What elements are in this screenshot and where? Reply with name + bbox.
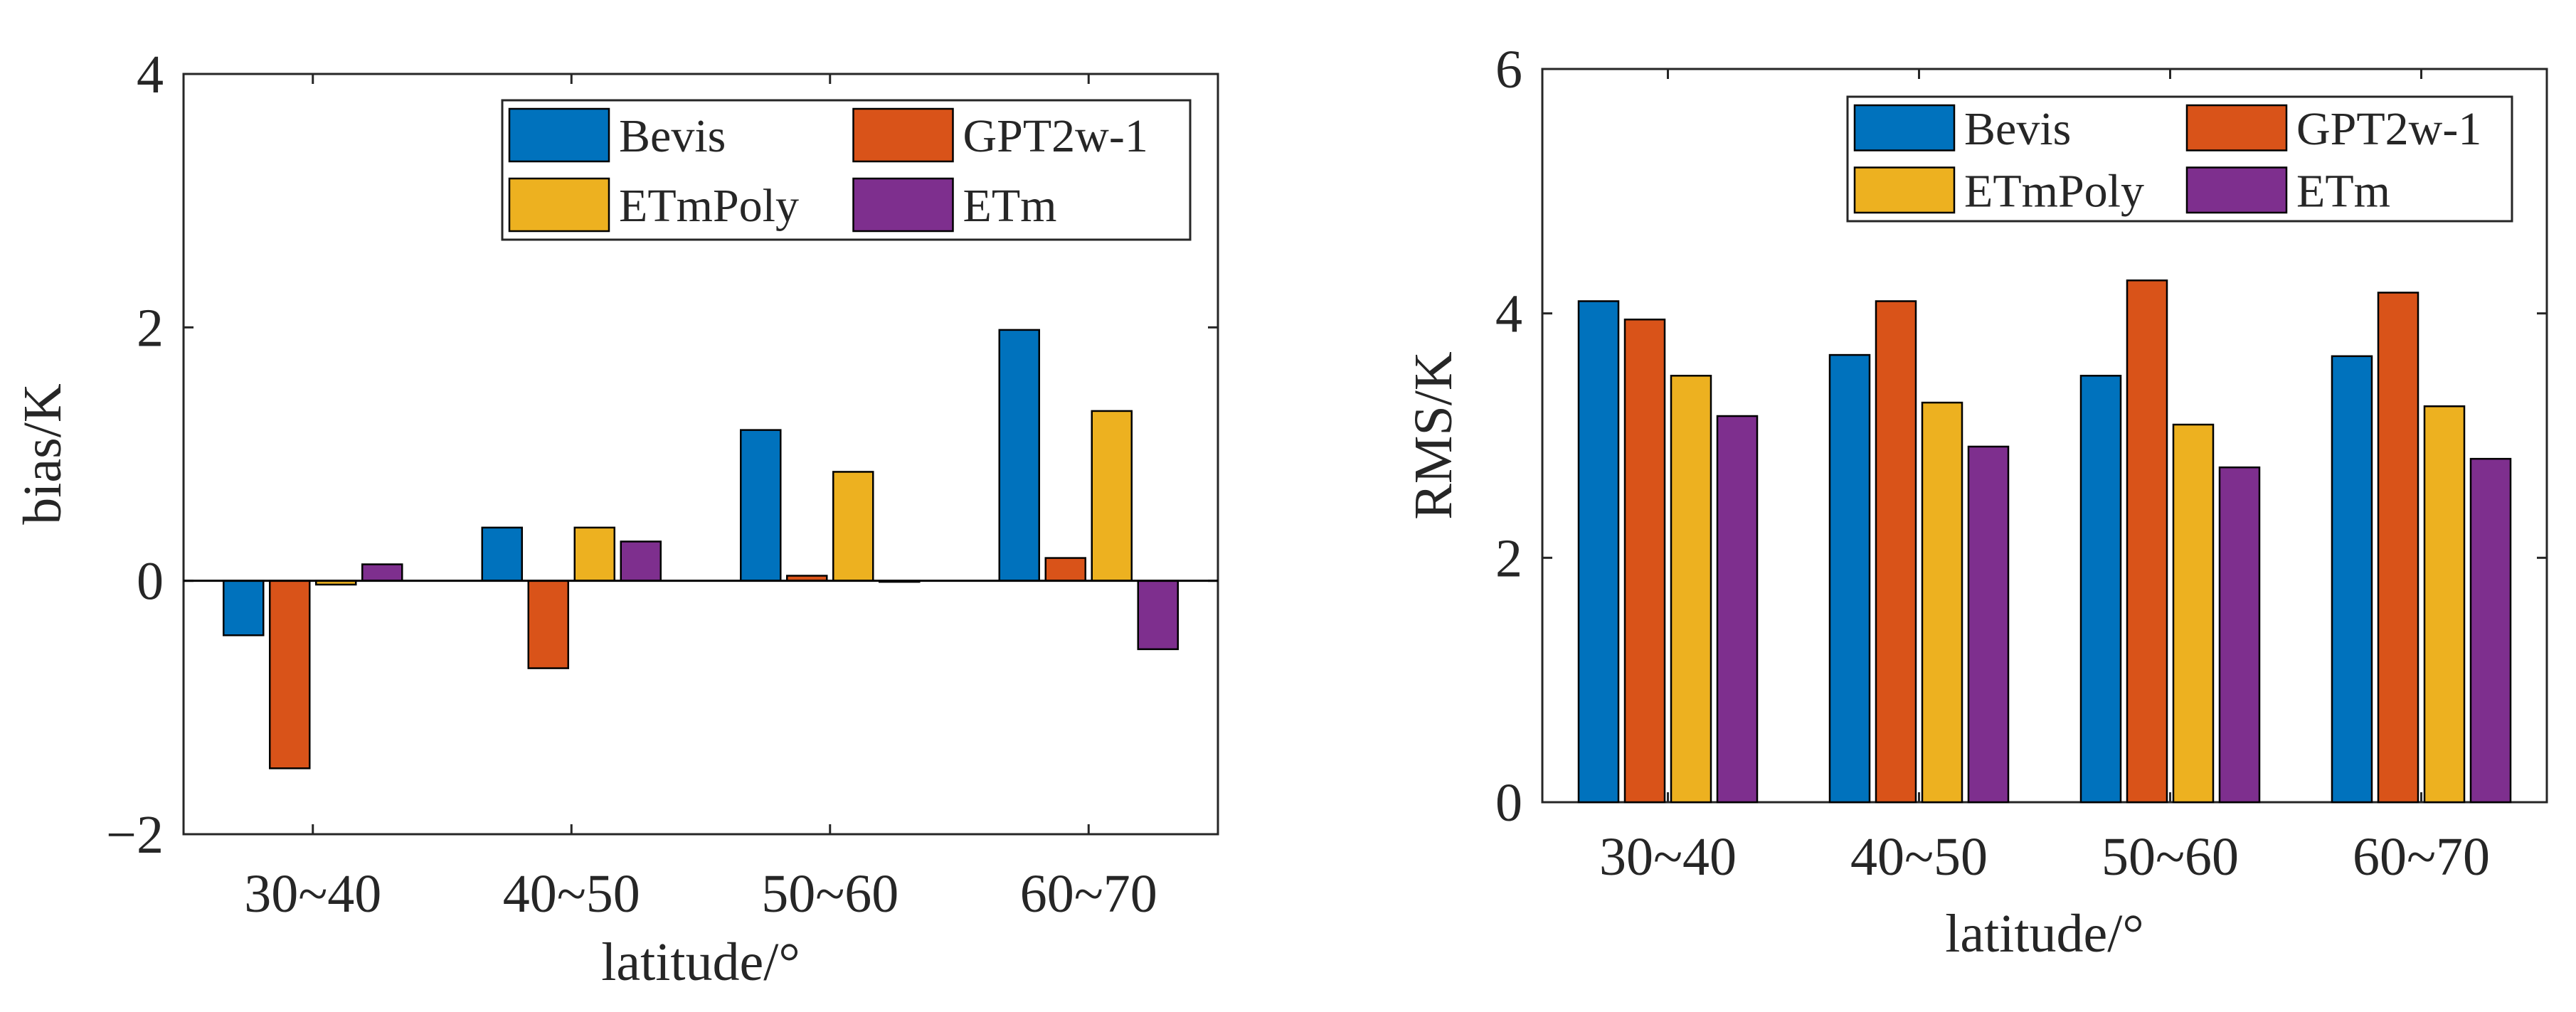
bar-etmpoly-3 (2172, 423, 2215, 804)
rms-chart: 0 2 4 6 30~40 40~50 50~60 60~70 RMS/K latitude/° B… (1404, 40, 2548, 964)
x-axis-label: latitude/° (1945, 904, 2143, 964)
x-tick-label: 50~60 (761, 864, 899, 924)
bar-bevis-1 (1577, 300, 1620, 804)
x-axis-label: latitude/° (601, 932, 800, 992)
bar-bevis-4 (2331, 355, 2373, 804)
x-tick-label: 30~40 (244, 864, 381, 924)
legend: Bevis GPT2w-1 ETmPoly ETm (501, 99, 1192, 241)
bias-chart: −2 0 2 4 30~40 40~50 50~60 60~70 bias/K latitude/… (13, 45, 1219, 992)
bar-etm-3 (2218, 466, 2261, 804)
x-tick-label: 40~50 (503, 864, 640, 924)
bar-etmpoly-2 (1921, 401, 1963, 804)
y-tick-label: −2 (106, 805, 164, 865)
bar-gpt2w-1-2 (1875, 300, 1917, 804)
legend-swatch-gpt2w-1 (852, 107, 954, 163)
x-tick-label: 30~40 (1599, 827, 1737, 887)
bar-bevis-3 (2079, 375, 2122, 804)
bar-etm-2 (620, 540, 662, 582)
bar-gpt2w-1-3 (2126, 279, 2168, 804)
bar-bevis-3 (740, 429, 782, 582)
x-tick-label: 50~60 (2101, 827, 2239, 887)
y-axis-label: bias/K (13, 383, 73, 525)
legend: Bevis GPT2w-1 ETmPoly ETm (1846, 95, 2513, 223)
legend-label: GPT2w-1 (2296, 103, 2481, 155)
bar-etm-1 (361, 563, 403, 582)
axes-box (182, 73, 1219, 836)
y-tick-label: 4 (1495, 284, 1522, 344)
legend-swatch-etm (2185, 166, 2288, 214)
bar-gpt2w-1-1 (269, 580, 311, 769)
y-tick-label: 4 (137, 45, 164, 105)
legend-label: ETm (963, 180, 1057, 232)
bar-gpt2w-1-4 (1044, 557, 1086, 582)
y-tick-label: 0 (1495, 773, 1522, 833)
y-tick-label: 2 (1495, 528, 1522, 588)
x-tick-label: 40~50 (1850, 827, 1988, 887)
bar-etm-4 (2469, 457, 2512, 804)
legend-label: GPT2w-1 (963, 110, 1148, 162)
legend-swatch-etmpoly (508, 177, 610, 233)
legend-swatch-bevis (508, 107, 610, 163)
legend-label: Bevis (1964, 103, 2071, 155)
y-tick-label: 6 (1495, 40, 1522, 100)
legend-swatch-etm (852, 177, 954, 233)
bar-etm-4 (1137, 580, 1179, 651)
legend-label: ETm (2296, 165, 2390, 217)
bar-etmpoly-4 (1091, 410, 1133, 582)
legend-label: ETmPoly (1964, 165, 2144, 217)
bar-gpt2w-1-1 (1623, 319, 1666, 804)
bar-etmpoly-3 (832, 471, 874, 582)
y-axis-label: RMS/K (1404, 351, 1463, 520)
bar-gpt2w-1-2 (527, 580, 569, 669)
bar-bevis-4 (998, 329, 1040, 582)
legend-swatch-gpt2w-1 (2185, 104, 2288, 151)
legend-label: ETmPoly (619, 180, 799, 232)
x-tick-label: 60~70 (1020, 864, 1157, 924)
axes-box (1541, 68, 2548, 804)
legend-swatch-bevis (1853, 104, 1956, 151)
bar-bevis-2 (1828, 353, 1871, 804)
bar-etmpoly-2 (573, 526, 615, 582)
legend-swatch-etmpoly (1853, 166, 1956, 214)
bar-etm-2 (1967, 445, 2010, 804)
bar-etmpoly-1 (1670, 375, 1712, 804)
bar-etmpoly-4 (2423, 405, 2466, 804)
legend-box (1846, 95, 2513, 223)
bar-etm-1 (1716, 415, 1759, 804)
legend-box (501, 99, 1192, 241)
y-tick-label: 0 (137, 552, 164, 612)
y-tick-label: 2 (137, 298, 164, 358)
bar-gpt2w-1-4 (2377, 292, 2419, 804)
bar-bevis-2 (481, 526, 523, 582)
bar-bevis-1 (223, 580, 265, 637)
x-tick-label: 60~70 (2353, 827, 2490, 887)
legend-label: Bevis (619, 110, 726, 162)
